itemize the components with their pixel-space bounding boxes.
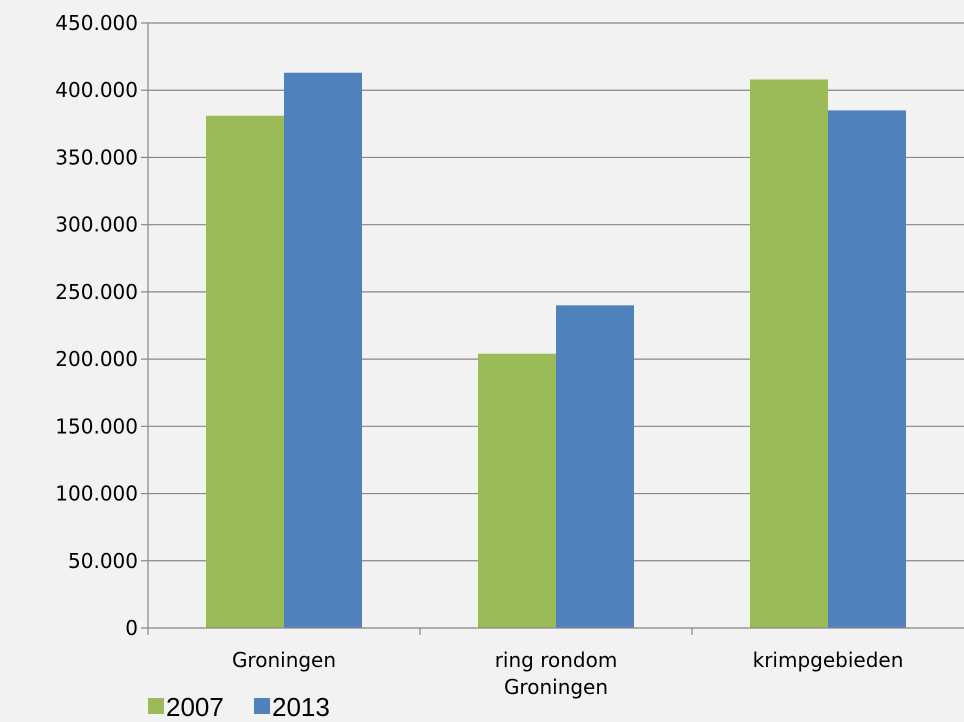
legend-label-2013: 2013 <box>272 692 330 722</box>
x-category-label: krimpgebieden <box>753 648 904 672</box>
y-tick-label: 200.000 <box>55 347 138 371</box>
y-tick-label: 0 <box>125 616 138 640</box>
bar-2013 <box>284 72 362 628</box>
y-tick-label: 250.000 <box>55 280 138 304</box>
bar-2013 <box>556 305 634 628</box>
y-tick-label: 350.000 <box>55 145 138 169</box>
y-tick-label: 300.000 <box>55 213 138 237</box>
y-axis-tick-labels: 0 50.000 100.000 150.000 200.000 250.000 300.0… <box>55 11 138 640</box>
x-category-label: ring rondom <box>495 648 618 672</box>
bar-2007 <box>750 79 828 628</box>
legend-swatch-2013 <box>254 698 270 714</box>
bar-2013 <box>828 110 906 628</box>
legend: 2007 2013 <box>148 692 330 722</box>
x-axis-category-labels: Groningen ring rondom Groningen krimpgebied… <box>232 648 903 699</box>
bars <box>206 72 906 629</box>
x-category-label: Groningen <box>232 648 336 672</box>
y-tick-label: 50.000 <box>68 549 138 573</box>
axes <box>141 22 964 635</box>
y-tick-label: 450.000 <box>55 11 138 35</box>
y-tick-label: 400.000 <box>55 78 138 102</box>
legend-label-2007: 2007 <box>166 692 224 722</box>
y-tick-label: 100.000 <box>55 482 138 506</box>
legend-swatch-2007 <box>148 698 164 714</box>
bar-2007 <box>206 115 284 629</box>
bar-2007 <box>478 353 556 628</box>
y-tick-label: 150.000 <box>55 414 138 438</box>
x-category-label: Groningen <box>504 675 608 699</box>
